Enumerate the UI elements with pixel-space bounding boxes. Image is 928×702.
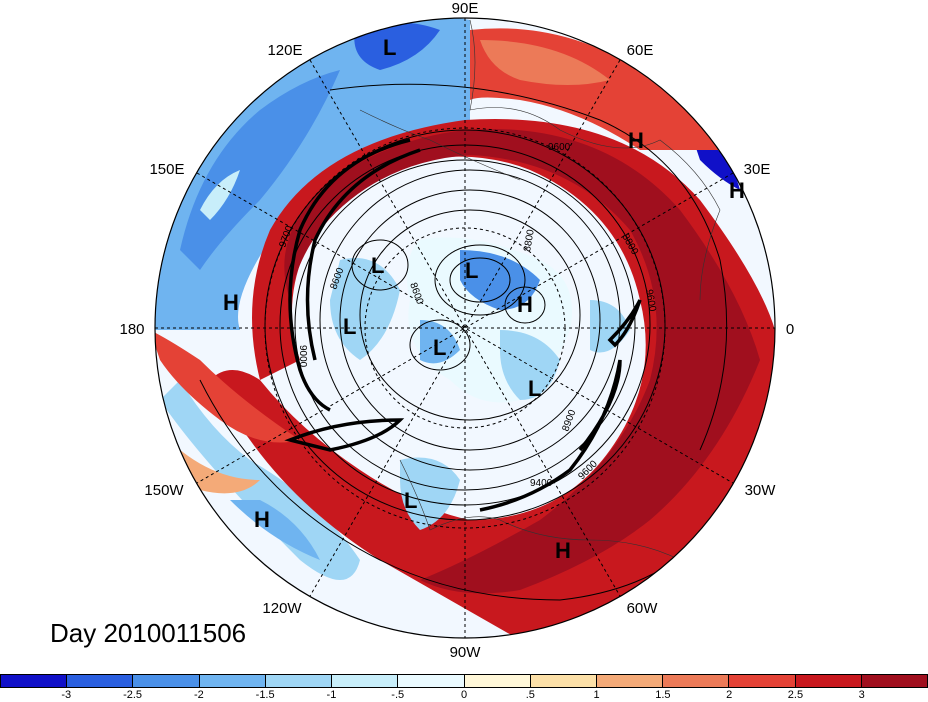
- colorbar-box: [265, 675, 333, 687]
- anomaly-field: [155, 18, 775, 638]
- lon-label-60w: 60W: [627, 600, 659, 617]
- polar-map: 90E 60E 30E 0 30W 60W 90W 120W 150W 180 …: [119, 0, 794, 661]
- lon-label-90e: 90E: [452, 0, 479, 17]
- colorbar-box: [663, 675, 730, 687]
- colorbar-box: [67, 675, 134, 687]
- contour-value-labels: 9600 9700 8600 8800 9400 9600 8900 9600 …: [277, 142, 657, 489]
- colorbar-box: [530, 675, 597, 687]
- lon-label-30e: 30E: [744, 161, 771, 178]
- colorbar-tick-label: 1.5: [655, 689, 671, 701]
- lon-label-120w: 120W: [262, 600, 302, 617]
- colorbar-boxes: [0, 674, 928, 688]
- colorbar-tick-label: 2: [726, 689, 733, 701]
- contour-label: 9600: [643, 289, 658, 313]
- colorbar-ticks: -3 -2.5 -2 -1.5 -1 -.5 0 .5 1 1.5 2 2.5 3: [0, 688, 928, 702]
- colorbar-tick-label: -1: [326, 689, 337, 701]
- low-marker: L: [528, 376, 541, 401]
- low-marker: L: [383, 35, 396, 60]
- colorbar-box: [729, 675, 796, 687]
- lon-label-120e: 120E: [267, 42, 302, 59]
- high-marker: H: [254, 507, 270, 532]
- low-marker: L: [343, 314, 356, 339]
- lon-labels: 90E 60E 30E 0 30W 60W 90W 120W 150W 180 …: [119, 0, 794, 661]
- colorbar: -3 -2.5 -2 -1.5 -1 -.5 0 .5 1 1.5 2 2.5 3: [0, 674, 928, 702]
- colorbar-box: [861, 675, 928, 687]
- colorbar-tick-label: -1.5: [255, 689, 275, 701]
- colorbar-tick-label: -2: [193, 689, 204, 701]
- lon-label-150e: 150E: [149, 161, 184, 178]
- colorbar-box: [795, 675, 862, 687]
- high-marker: H: [223, 290, 239, 315]
- low-marker: L: [404, 488, 417, 513]
- low-marker: L: [433, 335, 446, 360]
- colorbar-box: [133, 675, 200, 687]
- low-marker: L: [465, 258, 478, 283]
- contour-label: 9400: [530, 478, 553, 489]
- contour-label: 9600: [548, 142, 571, 153]
- contour-label: 8800: [522, 228, 537, 252]
- colorbar-box: [464, 675, 531, 687]
- high-marker: H: [555, 538, 571, 563]
- lon-label-60e: 60E: [627, 42, 654, 59]
- colorbar-tick-label: 3: [858, 689, 865, 701]
- date-label: Day 2010011506: [50, 618, 247, 648]
- lon-label-180: 180: [119, 321, 144, 338]
- colorbar-tick-label: -.5: [391, 689, 405, 701]
- colorbar-box: [1, 675, 68, 687]
- high-marker: H: [517, 292, 533, 317]
- colorbar-tick-label: -3: [61, 689, 72, 701]
- colorbar-tick-label: 2.5: [787, 689, 804, 701]
- lon-label-90w: 90W: [450, 644, 482, 661]
- jet-contours: [284, 138, 642, 512]
- low-marker: L: [371, 253, 384, 278]
- lon-label-30w: 30W: [745, 482, 777, 499]
- colorbar-tick-label: 1: [593, 689, 600, 701]
- high-marker: H: [628, 128, 644, 153]
- colorbar-box: [398, 675, 465, 687]
- colorbar-box: [332, 675, 399, 687]
- colorbar-box: [199, 675, 266, 687]
- colorbar-tick-label: .5: [525, 689, 535, 701]
- high-marker: H: [729, 178, 745, 203]
- contour-label: 9000: [297, 345, 308, 368]
- pressure-centers: L H H L L H L H L L L H H: [223, 35, 745, 563]
- graticule: [155, 18, 775, 638]
- coastlines: [359, 19, 721, 561]
- lon-label-150w: 150W: [144, 482, 184, 499]
- lon-label-0: 0: [786, 321, 794, 338]
- colorbar-box: [596, 675, 664, 687]
- colorbar-tick-label: -2.5: [123, 689, 143, 701]
- colorbar-tick-label: 0: [460, 689, 468, 701]
